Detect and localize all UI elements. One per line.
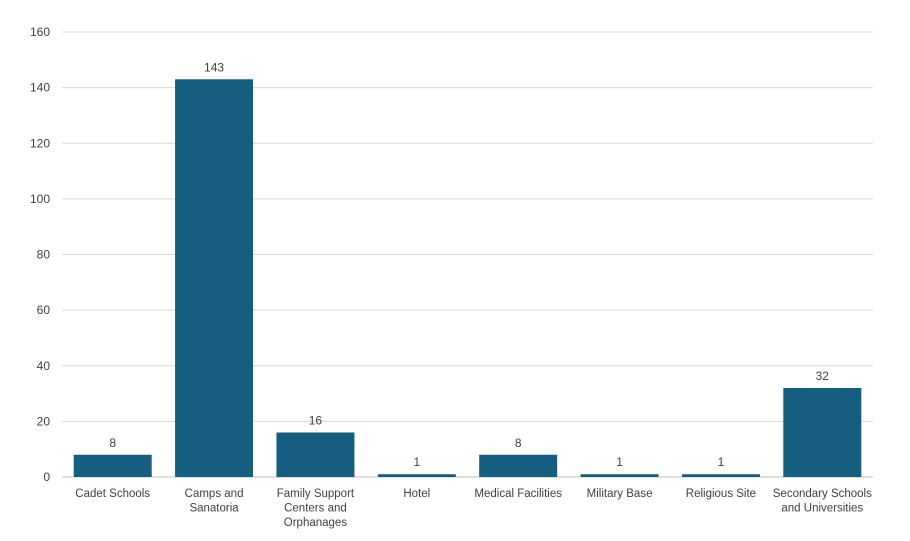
y-axis: 0 20 40 60 80 100 120 140 160 bbox=[30, 25, 50, 484]
bar bbox=[175, 79, 254, 477]
x-tick-label: Military Base bbox=[587, 488, 653, 500]
x-tick-label: Camps and Sanatoria bbox=[185, 488, 244, 515]
bar bbox=[276, 432, 355, 477]
y-tick-label: 40 bbox=[37, 359, 51, 373]
bar bbox=[783, 388, 862, 477]
y-tick-label: 140 bbox=[30, 81, 50, 95]
x-tick-label: Family Support Centers and Orphanages bbox=[277, 488, 355, 529]
bar bbox=[377, 474, 456, 477]
x-tick-label: Secondary Schools and Universities bbox=[773, 488, 872, 515]
x-tick-label: Religious Site bbox=[686, 488, 756, 500]
y-tick-label: 100 bbox=[30, 192, 50, 206]
bar bbox=[479, 454, 558, 477]
bar bbox=[681, 474, 760, 477]
data-label: 8 bbox=[109, 436, 116, 450]
y-tick-label: 160 bbox=[30, 25, 50, 39]
data-label: 143 bbox=[204, 60, 224, 74]
data-label: 1 bbox=[718, 455, 725, 469]
y-tick-label: 120 bbox=[30, 136, 50, 150]
bars bbox=[73, 79, 862, 477]
y-tick-label: 20 bbox=[37, 414, 51, 428]
x-axis: Cadet Schools Camps and Sanatoria Family Su… bbox=[75, 488, 872, 529]
bar bbox=[580, 474, 659, 477]
y-tick-label: 0 bbox=[43, 470, 50, 484]
x-tick-label: Cadet Schools bbox=[75, 488, 150, 500]
bar bbox=[73, 454, 152, 477]
x-tick-label: Medical Facilities bbox=[474, 488, 562, 500]
data-label: 16 bbox=[309, 414, 323, 428]
data-labels: 8 143 16 1 8 1 1 32 bbox=[109, 60, 829, 469]
data-label: 1 bbox=[413, 455, 420, 469]
data-label: 32 bbox=[816, 369, 830, 383]
data-label: 8 bbox=[515, 436, 522, 450]
x-tick-label: Hotel bbox=[403, 488, 430, 500]
y-tick-label: 80 bbox=[37, 248, 51, 262]
data-label: 1 bbox=[616, 455, 623, 469]
y-tick-label: 60 bbox=[37, 303, 51, 317]
